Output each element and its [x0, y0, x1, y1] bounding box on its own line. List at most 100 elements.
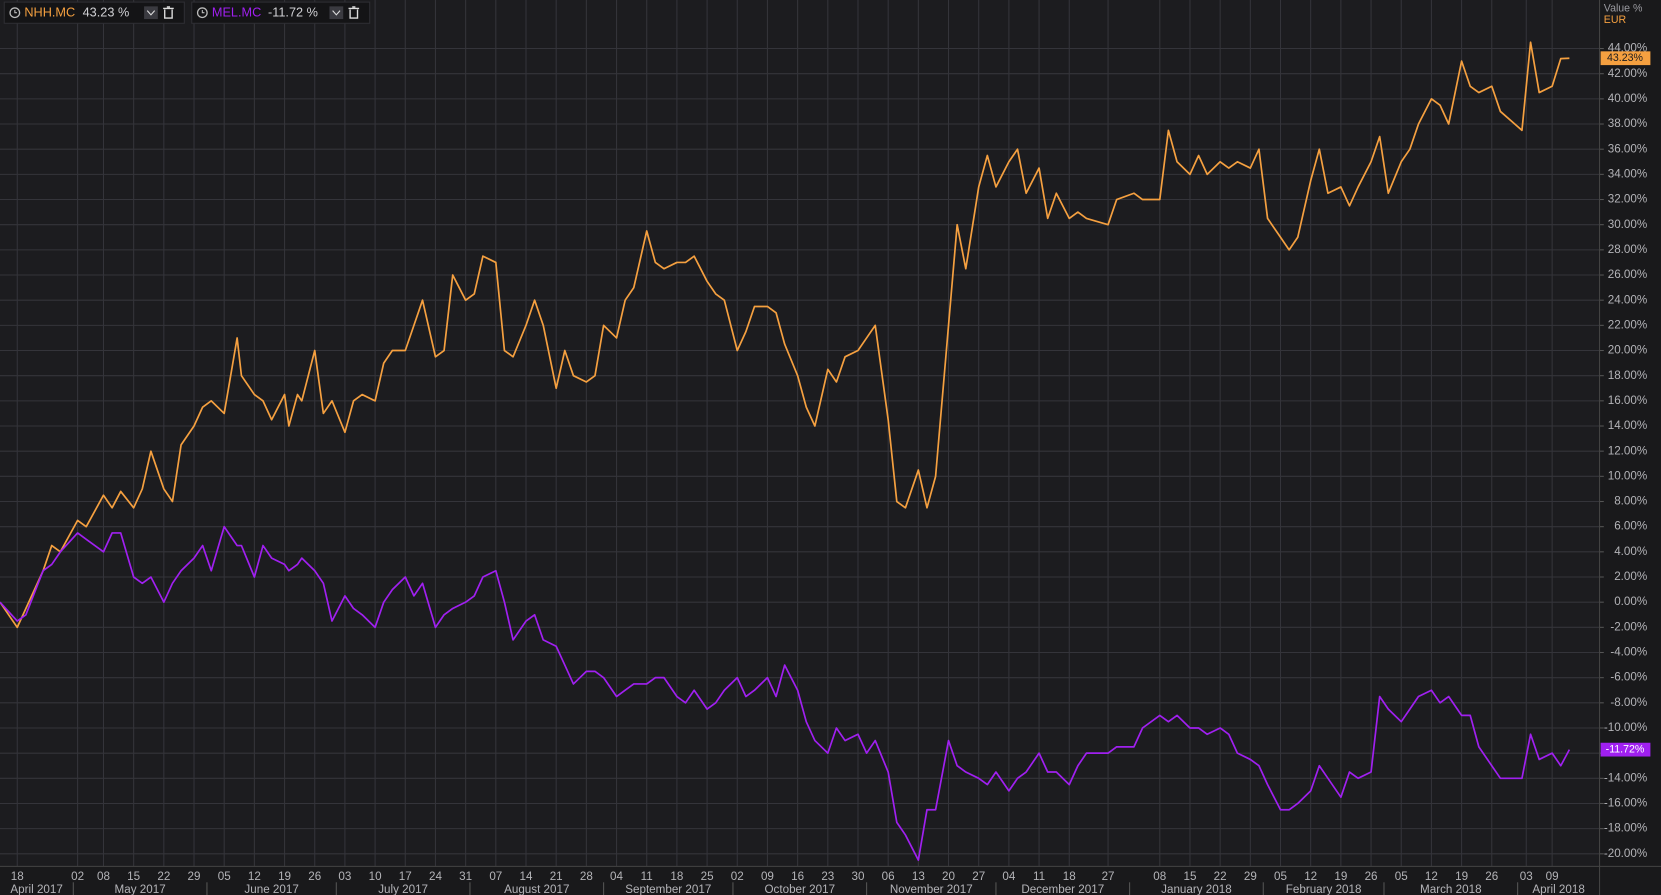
dropdown-button[interactable]	[144, 6, 158, 20]
legend-item[interactable]: NHH.MC 43.23 %	[3, 1, 185, 24]
currency: EUR	[1604, 14, 1627, 26]
y-tick-label: 28.00%	[1608, 243, 1647, 256]
month-label: April 2018	[1532, 883, 1584, 895]
last-value-badge	[1600, 51, 1651, 66]
x-tick-label: 30	[852, 870, 865, 883]
x-tick-label: 06	[882, 870, 895, 883]
x-tick-label: 09	[761, 870, 774, 883]
y-tick-label: 40.00%	[1608, 92, 1647, 105]
legend: NHH.MC 43.23 % MEL.MC -11.72 %	[3, 1, 371, 24]
x-tick-label: 05	[1395, 870, 1408, 883]
x-tick-label: 03	[338, 870, 351, 883]
month-label: July 2017	[378, 883, 428, 895]
x-tick-label: 25	[701, 870, 714, 883]
y-tick-label: -10.00%	[1604, 721, 1647, 734]
clock-hand	[201, 10, 205, 14]
legend-box[interactable]	[191, 1, 371, 24]
y-tick-label: 30.00%	[1608, 218, 1647, 231]
dropdown-arrow	[146, 10, 156, 16]
x-tick-label: 02	[731, 870, 744, 883]
lines	[0, 41, 1571, 861]
x-tick-label: 26	[1365, 870, 1378, 883]
x-tick-label: 26	[308, 870, 321, 883]
x-tick-label: 27	[972, 870, 985, 883]
y-tick-label: 14.00%	[1608, 419, 1647, 432]
month-label: December 2017	[1021, 883, 1104, 895]
x-tick-label: 04	[610, 870, 623, 883]
legend-name: MEL.MC	[212, 5, 261, 20]
y-tick-label: 22.00%	[1608, 318, 1647, 331]
y-tick-label: 18.00%	[1608, 369, 1647, 382]
x-tick-label: 12	[248, 870, 261, 883]
x-tick-label: 05	[218, 870, 231, 883]
month-label: January 2018	[1161, 883, 1232, 895]
y-tick-label: 24.00%	[1608, 293, 1647, 306]
x-tick-label: 22	[157, 870, 170, 883]
x-tick-label: 27	[1102, 870, 1115, 883]
x-tick-label: 15	[127, 870, 140, 883]
y-tick-label: 20.00%	[1608, 344, 1647, 357]
x-tick-label: 12	[1425, 870, 1438, 883]
month-label: May 2017	[115, 883, 166, 895]
legend-value: -11.72 %	[268, 5, 318, 20]
month-label: September 2017	[625, 883, 711, 895]
y-tick-label: 36.00%	[1608, 142, 1647, 155]
y-tick-label: 42.00%	[1608, 67, 1647, 80]
month-label: November 2017	[890, 883, 973, 895]
last-value-label: 43.23%	[1607, 52, 1643, 64]
y-tick-label: 26.00%	[1608, 268, 1647, 281]
y-tick-label: 38.00%	[1608, 117, 1647, 130]
x-tick-label: 20	[942, 870, 955, 883]
x-tick-label: 23	[821, 870, 834, 883]
x-tick-label: 09	[1546, 870, 1559, 883]
series-line	[0, 41, 1570, 629]
grid	[0, 0, 1600, 867]
x-tick-label: 19	[278, 870, 291, 883]
y-tick-label: 4.00%	[1614, 545, 1647, 558]
dropdown-arrow	[332, 10, 341, 16]
last-value-badge	[1600, 742, 1651, 757]
y-tick-label: 32.00%	[1608, 193, 1647, 206]
x-tick-label: 26	[1485, 870, 1498, 883]
y-tick-label: 8.00%	[1614, 495, 1647, 508]
clock-icon	[9, 7, 21, 19]
x-tick-label: 13	[912, 870, 925, 883]
legend-item[interactable]: MEL.MC -11.72 %	[191, 1, 371, 24]
x-tick-label: 07	[489, 870, 502, 883]
y-tick-label: -16.00%	[1604, 797, 1647, 810]
delete-button[interactable]	[163, 6, 174, 19]
y-tick-label: 6.00%	[1614, 520, 1647, 533]
x-tick-label: 08	[97, 870, 110, 883]
x-tick-label: 05	[1274, 870, 1287, 883]
month-label: March 2018	[1420, 883, 1481, 895]
x-tick-label: 10	[369, 870, 382, 883]
x-tick-label: 18	[1063, 870, 1076, 883]
series-line	[0, 525, 1571, 861]
y-tick-label: 0.00%	[1614, 595, 1647, 608]
y-axis-title: Value %	[1604, 2, 1643, 14]
x-tick-label: 19	[1455, 870, 1468, 883]
x-tick-label: 02	[71, 870, 84, 883]
x-tick-label: 17	[399, 870, 412, 883]
y-tick-label: -4.00%	[1610, 646, 1647, 659]
dropdown-button[interactable]	[329, 6, 344, 20]
y-tick-label: 10.00%	[1608, 469, 1647, 482]
clock-hand	[14, 10, 17, 14]
y-tick-label: -14.00%	[1604, 771, 1647, 784]
month-label: August 2017	[504, 883, 569, 895]
x-tick-label: 24	[429, 870, 442, 883]
legend-name: NHH.MC	[24, 5, 75, 20]
y-tick-label: 16.00%	[1608, 394, 1647, 407]
month-label: February 2018	[1286, 883, 1362, 895]
y-tick-label: -20.00%	[1604, 847, 1647, 860]
delete-button[interactable]	[348, 6, 360, 19]
x-tick-label: 22	[1214, 870, 1227, 883]
legend-box[interactable]	[3, 1, 185, 24]
y-tick-label: -8.00%	[1610, 696, 1647, 709]
y-tick-label: -6.00%	[1610, 671, 1647, 684]
x-tick-label: 21	[550, 870, 563, 883]
